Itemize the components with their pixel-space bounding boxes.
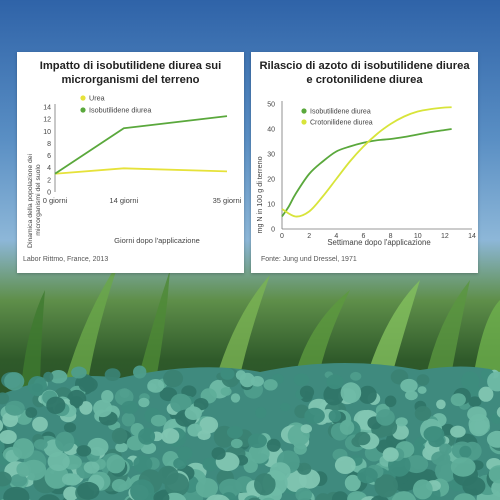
series-line (281, 106, 452, 218)
y-tick-label: 2 (47, 177, 51, 184)
y-tick-label: 10 (267, 202, 275, 209)
legend-label: Isobutilidene diurea (89, 106, 151, 115)
x-tick-label: 12 (441, 233, 449, 240)
x-tick-label: 14 giorni (109, 196, 138, 205)
legend-label: Isobutilidene diurea (310, 109, 371, 116)
y-tick-label: 14 (43, 105, 51, 112)
legend-marker (301, 108, 307, 114)
x-tick-label: 35 giorni (213, 196, 242, 205)
chart-title: Impatto di isobutilidene diurea sui micr… (39, 60, 222, 86)
chart-source: Fonte: Jung und Dressel, 1971 (261, 256, 357, 263)
y-tick-label: 4 (47, 165, 51, 172)
x-axis-label: Giorni dopo l'applicazione (114, 236, 200, 245)
x-axis-label: Settimane dopo l'applicazione (327, 238, 430, 247)
x-tick-label: 14 (468, 233, 476, 240)
chart-microorganisms: 0 2 4 6 8 10 12 14 0 giorni 14 giorni 35 giorni Ur… (27, 94, 242, 248)
y-axis-label: Dinamica della popolazione dei microrgan… (27, 152, 42, 248)
legend-marker (80, 95, 86, 101)
x-tick-label: 0 giorni (43, 196, 68, 205)
series-line (54, 167, 228, 175)
chart-card-microorganisms: Impatto di isobutilidene diurea sui micr… (17, 52, 244, 273)
x-tick-label: 10 (414, 233, 422, 240)
y-axis-label: mg N in 100 g di terreno (255, 156, 264, 233)
y-tick-label: 30 (267, 152, 275, 159)
legend-label: Crotonilidene diurea (310, 120, 373, 127)
x-tick-label: 2 (307, 233, 311, 240)
chart-source: Labor Rittmo, France, 2013 (23, 256, 109, 263)
y-tick-label: 0 (271, 227, 275, 234)
legend-label: Urea (89, 94, 105, 103)
y-tick-label: 8 (47, 141, 51, 148)
series-line (281, 128, 452, 218)
y-tick-label: 12 (43, 117, 51, 124)
x-tick-label: 6 (361, 233, 365, 240)
chart-title: Rilascio di azoto di isobutilidene diure… (259, 60, 470, 86)
y-tick-label: 0 (47, 190, 51, 197)
chart-nitrogen-release: 0 10 20 30 40 50 0 2 4 6 8 10 12 14 Isobutilidene diu… (255, 101, 476, 247)
chart-card-nitrogen-release: Rilascio di azoto di isobutilidene diure… (251, 52, 478, 273)
y-tick-label: 10 (43, 129, 51, 136)
legend-marker (301, 119, 307, 125)
x-tick-label: 0 (280, 233, 284, 240)
series-line (54, 115, 228, 175)
x-tick-label: 4 (334, 233, 338, 240)
y-tick-label: 50 (267, 102, 275, 109)
x-tick-label: 8 (389, 233, 393, 240)
y-tick-label: 40 (267, 127, 275, 134)
y-tick-label: 20 (267, 177, 275, 184)
legend-marker (80, 107, 86, 113)
y-tick-label: 6 (47, 153, 51, 160)
